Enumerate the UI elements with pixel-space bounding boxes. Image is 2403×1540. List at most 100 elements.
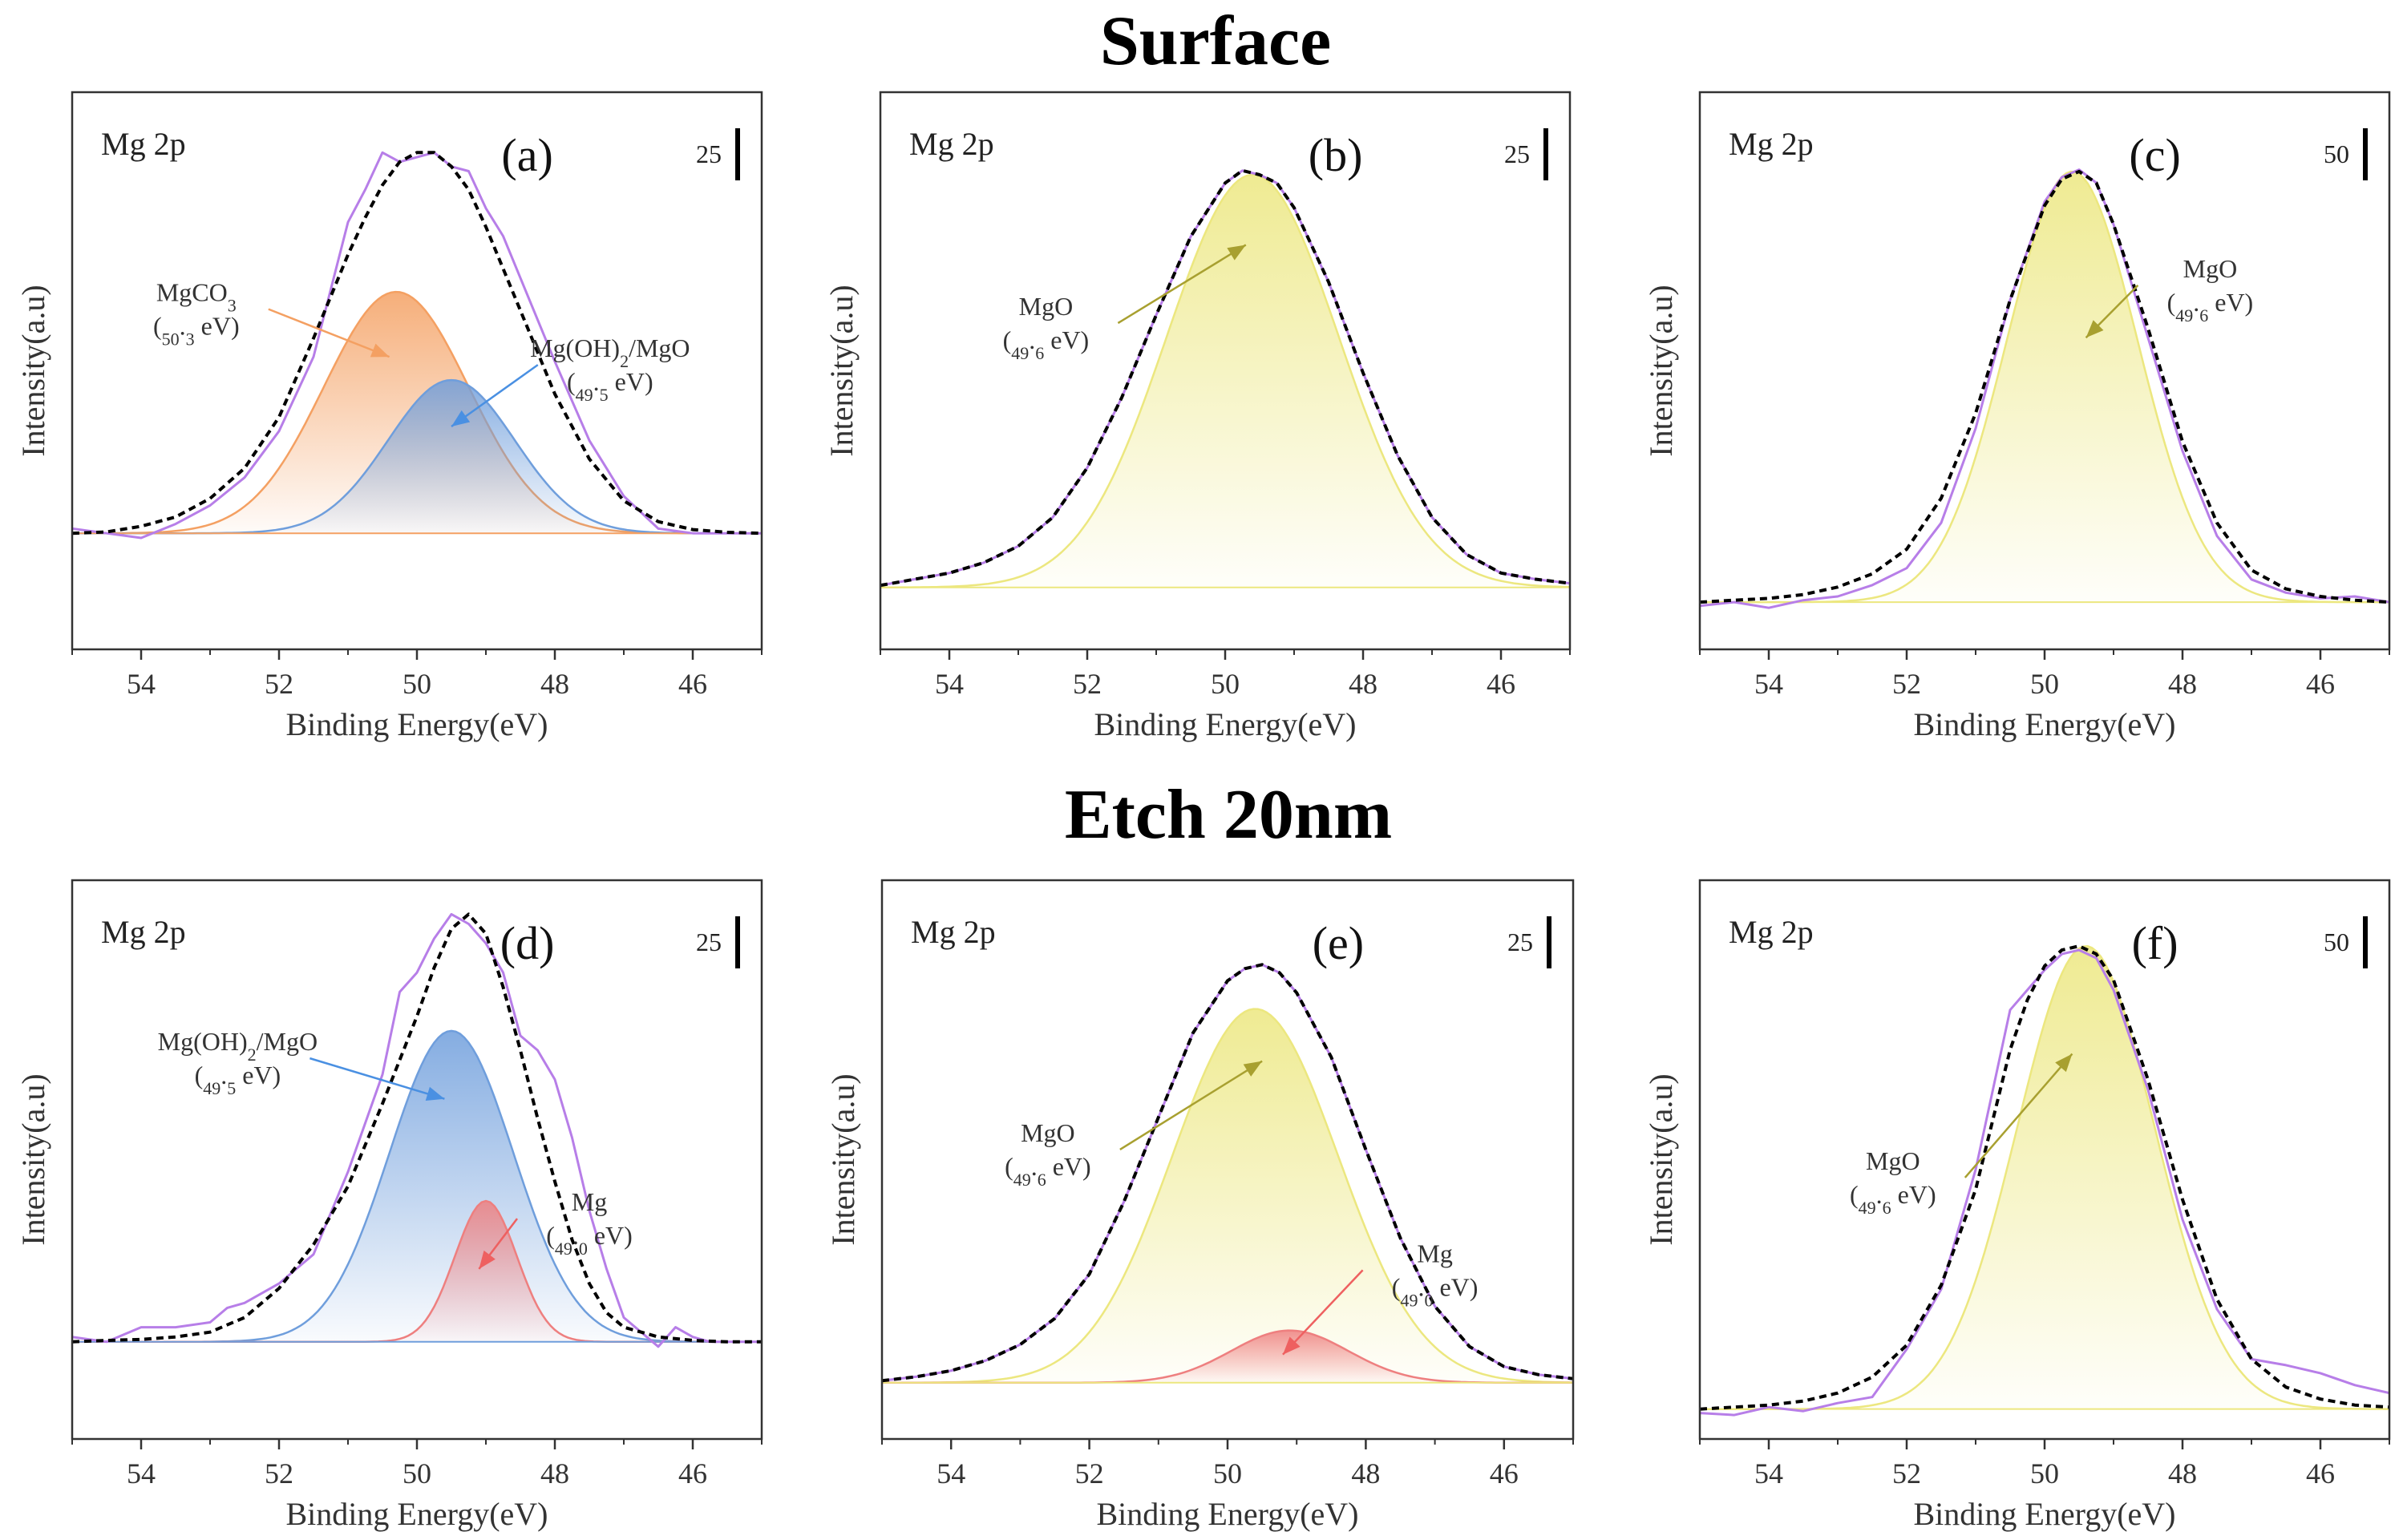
x-tick-label: 46: [2306, 668, 2335, 700]
x-axis-label: Binding Energy(eV): [1914, 706, 2176, 742]
annotation-arrowhead: [479, 1250, 496, 1269]
x-tick-label: 50: [2030, 668, 2059, 700]
component-fill-mgo: [1700, 946, 2389, 1409]
panel-c: 54 52 50 48 46 Binding Energy(eV) Intensity(a.…: [1643, 91, 2391, 742]
annotation-arrowhead: [451, 410, 471, 426]
x-tick-label: 46: [678, 1457, 707, 1489]
annotation-label: (49.5 eV): [195, 1061, 281, 1098]
panel-letter: (d): [500, 917, 555, 969]
x-tick-label: 46: [1487, 668, 1515, 700]
x-tick-label: 46: [1490, 1457, 1519, 1489]
annotation-arrow-line: [1964, 1053, 2073, 1178]
x-axis-label: Binding Energy(eV): [1097, 1496, 1359, 1532]
annotation-label: Mg: [1417, 1239, 1452, 1267]
annotation-label: (49.5 eV): [567, 367, 653, 405]
panel-letter: (f): [2132, 917, 2178, 969]
annotation-arrowhead: [425, 1086, 445, 1101]
annotation-arrowhead: [2085, 320, 2104, 338]
scale-bar-label: 25: [696, 928, 722, 956]
panel-grid: 54 52 50 48 46 Binding Energy(eV) Intensity(a.…: [15, 91, 2391, 1532]
panel-d: 54 52 50 48 46 Binding Energy(eV) Intensity(a.…: [15, 879, 763, 1532]
x-tick-label: 48: [540, 668, 569, 700]
component-line-mgo: [880, 173, 1570, 588]
annotation-arrow-line: [1282, 1269, 1364, 1356]
panel-letter: (c): [2129, 129, 2180, 181]
core-level-label: Mg 2p: [909, 126, 994, 162]
x-tick-label: 50: [1211, 668, 1240, 700]
raw-spectrum-line: [72, 912, 762, 1348]
y-axis-label: Intensity(a.u): [823, 285, 860, 456]
annotation-arrow-line: [451, 364, 539, 428]
panel-letter: (e): [1313, 917, 1364, 969]
annotation-arrowhead: [1227, 245, 1246, 261]
x-tick-label: 50: [403, 1457, 431, 1489]
annotation-label: MgO: [1019, 292, 1074, 321]
x-tick-label: 52: [1073, 668, 1102, 700]
x-tick-label: 52: [265, 668, 293, 700]
x-tick-label: 52: [1892, 668, 1921, 700]
x-tick-label: 50: [403, 668, 431, 700]
x-tick-label: 54: [127, 1457, 156, 1489]
envelope-fit-line: [1700, 169, 2389, 604]
component-fill-mgo: [1700, 172, 2389, 603]
section-title-etch: Etch 20nm: [1065, 776, 1392, 854]
x-tick-label: 52: [1075, 1457, 1104, 1489]
annotation-arrow-line: [309, 1057, 445, 1100]
x-tick-label: 46: [2306, 1457, 2335, 1489]
x-tick-label: 52: [265, 1457, 293, 1489]
raw-spectrum-line: [1700, 168, 2389, 609]
envelope-fit-line: [882, 963, 1573, 1383]
x-axis-label: Binding Energy(eV): [286, 706, 548, 742]
scale-bar-label: 25: [1507, 928, 1533, 956]
x-tick-label: 54: [1754, 668, 1783, 700]
annotation-label: (49.6 eV): [1005, 1152, 1091, 1190]
y-axis-label: Intensity(a.u): [825, 1073, 861, 1245]
y-axis-label: Intensity(a.u): [15, 1073, 51, 1245]
y-axis-label: Intensity(a.u): [15, 285, 51, 456]
component-fill-mg-oh-2-mgo: [72, 380, 762, 534]
x-tick-label: 54: [937, 1457, 965, 1489]
x-tick-label: 48: [1351, 1457, 1380, 1489]
x-axis-label: Binding Energy(eV): [286, 1496, 548, 1532]
y-axis-label: Intensity(a.u): [1643, 285, 1679, 456]
x-tick-label: 54: [127, 668, 156, 700]
x-tick-label: 50: [2030, 1457, 2059, 1489]
panel-a: 54 52 50 48 46 Binding Energy(eV) Intensity(a.…: [15, 91, 763, 742]
x-tick-label: 50: [1213, 1457, 1242, 1489]
panel-b: 54 52 50 48 46 Binding Energy(eV) Intensity(a.…: [823, 91, 1572, 742]
y-axis-label: Intensity(a.u): [1643, 1073, 1679, 1245]
component-line-mgo: [882, 1008, 1573, 1384]
annotation-label: MgO: [1866, 1146, 1920, 1175]
panel-letter: (a): [501, 129, 552, 181]
annotation-label: Mg(OH)2/MgO: [530, 333, 690, 371]
component-fill-mg-oh-2-mgo: [72, 1030, 762, 1342]
x-tick-label: 48: [2168, 1457, 2197, 1489]
annotation-label: MgCO3: [156, 278, 237, 316]
x-axis-label: Binding Energy(eV): [1914, 1496, 2176, 1532]
scale-bar-label: 25: [696, 139, 722, 168]
annotation-arrow-line: [1117, 244, 1247, 325]
panel-f: 54 52 50 48 46 Binding Energy(eV) Intensity(a.…: [1643, 879, 2391, 1532]
annotation-label: (49.6 eV): [1850, 1180, 1936, 1218]
panel-e: 54 52 50 48 46 Binding Energy(eV) Intensity(a.…: [825, 879, 1575, 1532]
annotation-label: MgO: [1021, 1118, 1075, 1147]
annotation-arrow-line: [268, 308, 390, 358]
core-level-label: Mg 2p: [1729, 126, 1814, 162]
x-tick-label: 54: [935, 668, 964, 700]
x-tick-label: 54: [1754, 1457, 1783, 1489]
raw-spectrum-line: [1700, 948, 2389, 1417]
annotation-label: (50.3 eV): [153, 312, 240, 350]
annotation-label: (49.0 eV): [546, 1221, 633, 1259]
panel-letter: (b): [1309, 129, 1363, 181]
section-title-surface: Surface: [1100, 2, 1331, 80]
annotation-arrowhead: [1243, 1061, 1263, 1077]
annotation-arrow-line: [1119, 1060, 1263, 1150]
x-axis-label: Binding Energy(eV): [1094, 706, 1357, 742]
scale-bar-label: 50: [2324, 928, 2349, 956]
core-level-label: Mg 2p: [101, 914, 186, 950]
envelope-fit-line: [880, 168, 1570, 588]
envelope-fit-line: [1700, 944, 2389, 1411]
x-tick-label: 48: [1349, 668, 1377, 700]
raw-spectrum-line: [72, 151, 762, 540]
